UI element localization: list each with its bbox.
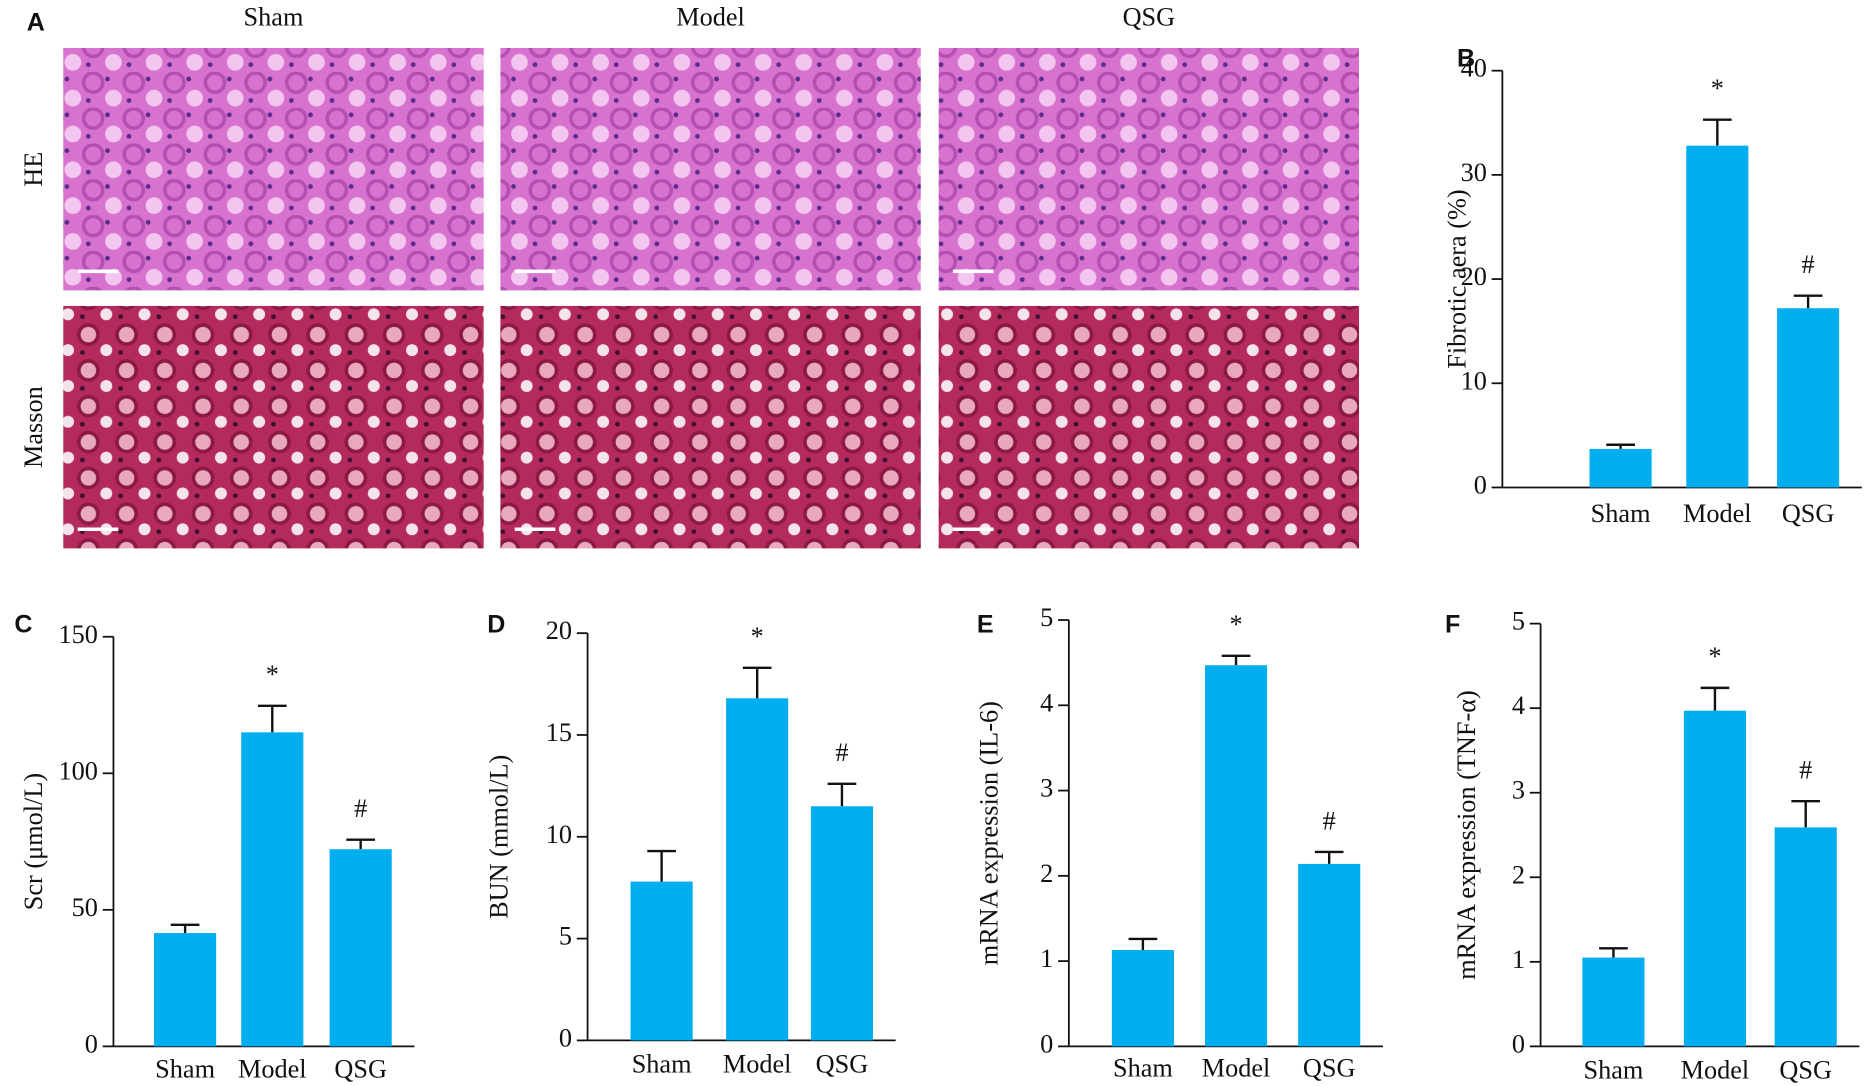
bar — [241, 732, 304, 1047]
y-axis-title: BUN (mmol/L) — [485, 755, 514, 919]
x-tick-label: Sham — [155, 1054, 215, 1083]
y-tick-label: 15 — [546, 718, 572, 747]
bar — [630, 881, 693, 1041]
y-tick-label: 40 — [1461, 54, 1487, 83]
y-tick-label: 3 — [1512, 776, 1525, 805]
x-tick-label: Sham — [1591, 499, 1651, 528]
bar — [810, 806, 873, 1041]
bar — [1298, 863, 1361, 1047]
bar — [1111, 950, 1174, 1047]
x-tick-label: Model — [723, 1050, 792, 1079]
histology-image — [500, 305, 921, 549]
significance-mark: * — [1708, 642, 1721, 671]
x-tick-label: QSG — [1782, 499, 1835, 528]
y-tick-label: 0 — [1512, 1029, 1525, 1058]
y-tick-label: 150 — [59, 620, 98, 649]
significance-mark: # — [1323, 806, 1336, 835]
panel-label: F — [1445, 611, 1460, 639]
y-tick-label: 0 — [1040, 1029, 1053, 1058]
histology-image — [500, 47, 921, 291]
column-label: QSG — [1123, 2, 1176, 31]
y-tick-label: 30 — [1461, 158, 1487, 187]
y-tick-label: 4 — [1512, 691, 1525, 720]
significance-mark: * — [266, 660, 279, 689]
bar — [1774, 827, 1837, 1047]
y-tick-label: 1 — [1512, 945, 1525, 974]
bar — [1204, 665, 1268, 1047]
histology-image — [63, 47, 484, 291]
y-tick-label: 10 — [1461, 366, 1487, 395]
significance-mark: * — [1711, 74, 1724, 103]
x-tick-label: Sham — [1113, 1053, 1173, 1082]
significance-mark: # — [835, 738, 848, 767]
y-tick-label: 0 — [1474, 470, 1487, 499]
y-axis-title: Scr (μmol/L) — [19, 773, 48, 910]
bar — [329, 849, 392, 1047]
y-tick-label: 5 — [1040, 603, 1053, 632]
bar — [726, 698, 789, 1041]
x-tick-label: Sham — [632, 1050, 692, 1079]
histology-image — [63, 305, 484, 549]
x-tick-label: QSG — [816, 1050, 869, 1079]
bar — [1683, 710, 1746, 1047]
histology-image — [938, 305, 1360, 549]
y-tick-label: 0 — [85, 1029, 98, 1058]
y-tick-label: 20 — [546, 616, 572, 645]
significance-mark: # — [1799, 756, 1812, 785]
significance-mark: * — [751, 622, 764, 651]
y-tick-label: 4 — [1040, 688, 1053, 717]
x-tick-label: QSG — [1779, 1056, 1832, 1085]
panel-label: C — [14, 611, 32, 639]
bar — [1589, 448, 1652, 488]
y-axis-title: Fibrotic aera (%) — [1442, 189, 1471, 368]
y-tick-label: 2 — [1040, 859, 1053, 888]
x-tick-label: Model — [238, 1054, 307, 1083]
panel-label: A — [27, 9, 45, 37]
x-tick-label: Model — [1202, 1053, 1271, 1082]
y-tick-label: 20 — [1461, 262, 1487, 291]
x-tick-label: Model — [1683, 499, 1752, 528]
bar — [1686, 145, 1749, 488]
y-tick-label: 1 — [1040, 944, 1053, 973]
row-label: Masson — [19, 386, 48, 468]
histology-panel: Sham Model QSG HE Masson — [19, 2, 1360, 549]
x-tick-label: QSG — [1303, 1053, 1356, 1082]
significance-mark: # — [1802, 250, 1815, 279]
y-axis-title: mRNA expression (TNF-α) — [1452, 690, 1481, 980]
y-axis-title: mRNA expression (IL-6) — [974, 701, 1003, 965]
panel-label: D — [487, 611, 505, 639]
y-tick-label: 2 — [1512, 860, 1525, 889]
x-tick-label: Sham — [1584, 1056, 1644, 1085]
x-tick-label: QSG — [334, 1054, 387, 1083]
y-tick-label: 0 — [559, 1023, 572, 1052]
y-tick-label: 5 — [559, 922, 572, 951]
bar — [154, 933, 217, 1047]
y-tick-label: 10 — [546, 820, 572, 849]
column-label: Sham — [244, 2, 304, 31]
histology-image — [938, 47, 1360, 291]
row-label: HE — [19, 152, 48, 187]
y-tick-label: 3 — [1040, 774, 1053, 803]
y-tick-label: 50 — [72, 893, 98, 922]
panel-label: B — [1457, 45, 1475, 73]
panel-label: E — [977, 611, 994, 639]
significance-mark: * — [1229, 610, 1242, 639]
x-tick-label: Model — [1681, 1056, 1750, 1085]
significance-mark: # — [354, 794, 367, 823]
bar — [1777, 308, 1840, 488]
bar — [1582, 957, 1645, 1047]
column-label: Model — [676, 2, 745, 31]
y-tick-label: 100 — [59, 756, 98, 785]
y-tick-label: 5 — [1512, 607, 1525, 636]
